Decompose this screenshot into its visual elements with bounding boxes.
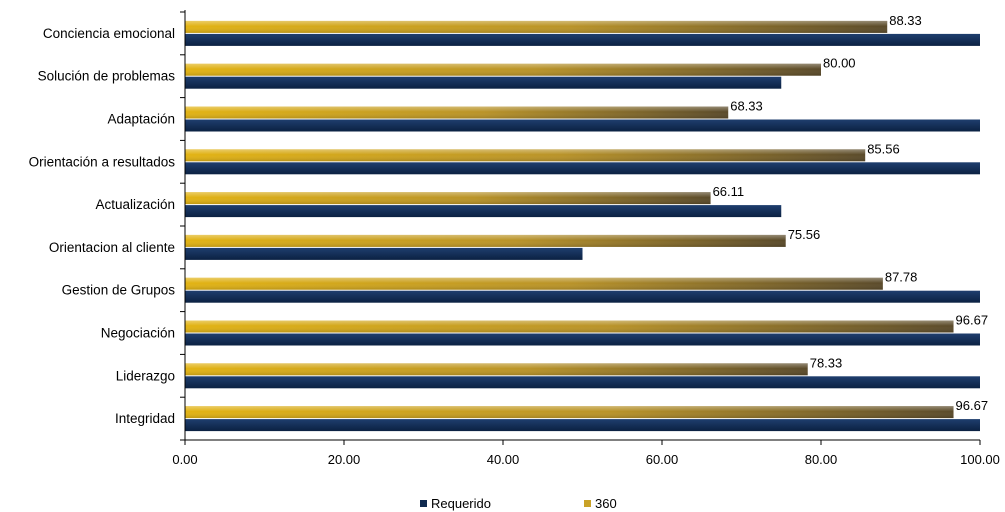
- value-label-360: 80.00: [823, 56, 856, 71]
- bars: [185, 20, 980, 432]
- category-label: Integridad: [115, 411, 175, 426]
- legend-swatch-requerido: [420, 500, 427, 507]
- bar-360-shine: [185, 149, 866, 162]
- bar-requerido: [185, 76, 782, 89]
- category-label: Solución de problemas: [38, 69, 176, 84]
- value-label-360: 96.67: [956, 313, 989, 328]
- legend-item-360: 360: [584, 496, 617, 511]
- bar-requerido: [185, 205, 782, 218]
- category-label: Liderazgo: [116, 368, 175, 383]
- value-label-360: 78.33: [810, 355, 843, 370]
- x-tick-label: 80.00: [805, 452, 838, 467]
- value-label-360: 88.33: [889, 13, 922, 28]
- bar-requerido: [185, 290, 980, 303]
- bar-requerido: [185, 419, 980, 432]
- category-label: Gestion de Grupos: [62, 283, 176, 298]
- category-label: Actualización: [95, 197, 175, 212]
- x-tick-label: 20.00: [328, 452, 361, 467]
- bar-requerido: [185, 376, 980, 389]
- x-tick-label: 100.00: [960, 452, 1000, 467]
- bar-360-shine: [185, 234, 786, 247]
- bar-360-shine: [185, 320, 954, 333]
- value-label-360: 66.11: [713, 184, 745, 199]
- category-label: Negociación: [101, 326, 175, 341]
- bar-requerido: [185, 33, 980, 46]
- legend-label-360: 360: [595, 496, 617, 511]
- bar-requerido: [185, 333, 980, 346]
- legend-swatch-360: [584, 500, 591, 507]
- value-label-360: 68.33: [730, 99, 763, 114]
- chart: Conciencia emocional Solución de problema…: [29, 10, 1000, 467]
- x-tick-label: 60.00: [646, 452, 679, 467]
- value-label-360: 85.56: [867, 141, 900, 156]
- bar-requerido: [185, 119, 980, 132]
- value-label-360: 87.78: [885, 270, 918, 285]
- bar-requerido: [185, 247, 583, 260]
- category-label: Conciencia emocional: [43, 26, 175, 41]
- value-label-360: 96.67: [956, 398, 989, 413]
- value-label-360: 75.56: [788, 227, 821, 242]
- bar-360-shine: [185, 277, 883, 290]
- bar-360-shine: [185, 406, 954, 419]
- bar-360-shine: [185, 63, 821, 76]
- bar-requerido: [185, 162, 980, 175]
- x-tick-label: 40.00: [487, 452, 520, 467]
- category-label: Orientacion al cliente: [49, 240, 175, 255]
- legend-item-requerido: Requerido: [420, 496, 491, 511]
- category-label: Orientación a resultados: [29, 154, 176, 169]
- legend: Requerido 360: [0, 494, 1005, 512]
- legend-label-requerido: Requerido: [431, 496, 491, 511]
- x-tick-labels: 0.00 20.00 40.00 60.00 80.00 100.00: [172, 452, 1000, 467]
- category-label: Adaptación: [107, 112, 175, 127]
- axes: [180, 10, 981, 445]
- value-labels: 88.33 80.00 68.33 85.56 66.11 75.56 87.78 96.67…: [713, 13, 988, 413]
- bar-360-shine: [185, 106, 729, 119]
- bar-360-shine: [185, 363, 808, 376]
- bar-360-shine: [185, 20, 888, 33]
- bar-360-shine: [185, 192, 711, 205]
- x-tick-label: 0.00: [172, 452, 197, 467]
- category-labels: Conciencia emocional Solución de problema…: [29, 26, 176, 426]
